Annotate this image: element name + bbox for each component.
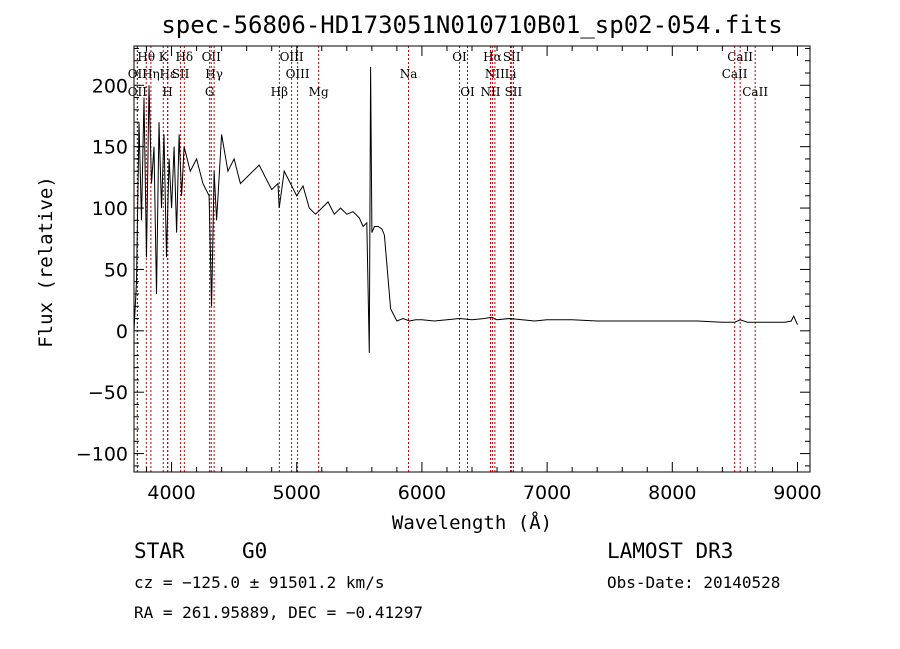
y-axis-label: Flux (relative)	[35, 176, 57, 348]
x-tick-label: 9000	[773, 482, 821, 504]
x-tick-label: 6000	[398, 482, 446, 504]
spectral-line-label: SII	[172, 67, 190, 81]
chart-title: spec-56806-HD173051N010710B01_sp02-054.f…	[161, 11, 782, 39]
spectral-line-label: Na	[400, 67, 418, 81]
y-tick-label: −50	[88, 382, 128, 404]
spectral-line-label: Hβ	[271, 85, 288, 99]
spectral-line-label: Hη	[142, 67, 160, 81]
y-tick-label: 100	[92, 198, 128, 220]
spectral-line-label: NII	[481, 85, 501, 99]
coordinates: RA = 261.95889, DEC = −0.41297	[134, 603, 423, 622]
spectral-line-label: Hδ	[175, 50, 193, 64]
obs-date: Obs-Date: 20140528	[607, 573, 781, 592]
spectral-line-label: Li	[505, 67, 517, 81]
y-tick-label: 0	[116, 321, 128, 343]
spectral-line-label: OIII	[280, 50, 304, 64]
object-subclass: G0	[242, 539, 268, 563]
spectral-line-label: OII	[128, 85, 148, 99]
spectral-line-label: SII	[503, 50, 521, 64]
spectrum-line	[134, 66, 798, 353]
x-tick-label: 8000	[648, 482, 696, 504]
y-tick-label: 150	[92, 137, 128, 159]
plot-frame	[133, 45, 811, 473]
spectrum-series	[134, 66, 798, 353]
spectral-line-label: G	[205, 85, 215, 99]
redshift-text: cz = −125.0 ± 91501.2 km/s	[134, 573, 385, 592]
spectral-line-label: SII	[505, 85, 523, 99]
y-tick-label: 50	[104, 259, 128, 281]
spectral-line-label: CaII	[742, 85, 768, 99]
x-tick-label: 4000	[147, 482, 195, 504]
spectral-line-label: OI	[460, 85, 475, 99]
spectral-line-label: OIII	[286, 67, 310, 81]
x-axis-label: Wavelength (Å)	[392, 511, 552, 534]
spectral-line-label: Hθ	[137, 50, 155, 64]
spectral-line-label: Hα	[483, 50, 502, 64]
spectral-line-label: OII	[202, 50, 222, 64]
spectral-line-label: H	[162, 85, 172, 99]
axes: 4000 5000 6000 7000 8000 9000 −100 −50 0 50 100 150…	[76, 45, 822, 504]
x-tick-label: 7000	[523, 482, 571, 504]
spectral-line-label: CaII	[727, 50, 753, 64]
spectral-line-label: Mg	[309, 85, 329, 99]
spectral-line-label: K	[159, 50, 169, 64]
spectral-line-label: Hγ	[205, 67, 223, 81]
survey-name: LAMOST DR3	[607, 539, 734, 563]
spectral-line-label: CaII	[722, 67, 748, 81]
spectral-line-label: OI	[452, 50, 467, 64]
object-class: STAR	[134, 539, 185, 563]
spectral-line-label: NII	[485, 67, 505, 81]
x-tick-label: 5000	[273, 482, 321, 504]
y-tick-label: 200	[92, 75, 128, 97]
y-tick-label: −100	[76, 444, 128, 466]
